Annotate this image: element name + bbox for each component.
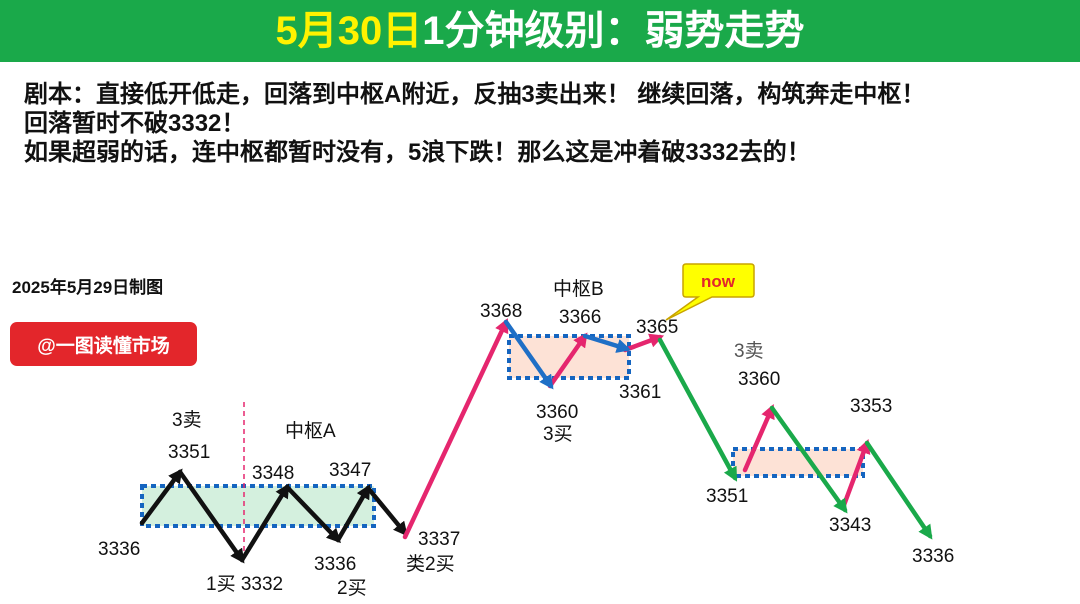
header-banner: 5月30日 1分钟级别：弱势走势 (0, 0, 1080, 62)
seg-red-rally (402, 318, 509, 540)
zone-a-label: 中枢A (285, 420, 336, 442)
label-3365: 3365 (636, 317, 678, 338)
header-title: 1分钟级别：弱势走势 (422, 9, 805, 53)
label-sim-2buy: 类2买 (406, 553, 455, 575)
label-3366: 3366 (559, 307, 601, 328)
header-date: 5月30日 (275, 9, 423, 53)
label-3343: 3343 (829, 515, 871, 536)
label-3360-c: 3360 (738, 369, 780, 390)
script-line-1: 剧本：直接低开低走，回落到中枢A附近，反抽3卖出来！ 继续回落，构筑奔走中枢！ (24, 81, 926, 108)
made-date: 2025年5月29日制图 (12, 278, 164, 297)
script-text: 剧本：直接低开低走，回落到中枢A附近，反抽3卖出来！ 继续回落，构筑奔走中枢！ … (24, 80, 925, 167)
label-3sell-a: 3卖 (172, 409, 202, 431)
label-3347: 3347 (329, 460, 371, 481)
label-3348: 3348 (252, 463, 294, 484)
label-3353: 3353 (850, 396, 892, 417)
seg-red-c-up2 (841, 438, 871, 508)
label-3361: 3361 (619, 382, 661, 403)
seg-green-3 (864, 440, 933, 540)
label-3336-mid: 3336 (314, 554, 356, 575)
label-3337: 3337 (418, 529, 460, 550)
script-line-3: 如果超弱的话，连中枢都暂时没有，5浪下跌！那么这是冲着破3332去的！ (24, 139, 811, 166)
script-line-2: 回落暂时不破3332！ (24, 110, 246, 137)
label-1buy-3332: 1买 3332 (206, 574, 283, 595)
seg-black-3 (239, 483, 290, 563)
zone-b-label: 中枢B (553, 278, 604, 300)
seg-red-b-up (547, 332, 588, 389)
label-3360-b: 3360 (536, 402, 578, 423)
seg-black-1 (139, 468, 183, 526)
label-3351: 3351 (168, 442, 210, 463)
label-3buy-b: 3买 (543, 424, 573, 445)
seg-red-c-up (742, 404, 775, 473)
zone-a-box (140, 484, 376, 528)
now-label: now (701, 272, 736, 291)
brand-badge: @一图读懂市场 (10, 322, 197, 366)
label-3336-end: 3336 (912, 546, 954, 567)
seg-black-5 (335, 484, 371, 543)
label-3336-start: 3336 (98, 539, 140, 560)
seg-black-2 (177, 469, 245, 564)
seg-green-2 (769, 405, 848, 514)
now-callout (665, 263, 755, 321)
label-3sell-b: 3卖 (734, 340, 764, 362)
seg-blue-2 (582, 333, 632, 353)
seg-black-4 (284, 484, 341, 544)
seg-green-1 (657, 337, 738, 482)
seg-black-6 (365, 485, 408, 537)
label-2buy: 2买 (337, 578, 367, 599)
label-3368: 3368 (480, 301, 522, 322)
seg-blue-1 (503, 319, 554, 390)
label-3351-c: 3351 (706, 486, 748, 507)
zone-c-box (731, 447, 865, 478)
